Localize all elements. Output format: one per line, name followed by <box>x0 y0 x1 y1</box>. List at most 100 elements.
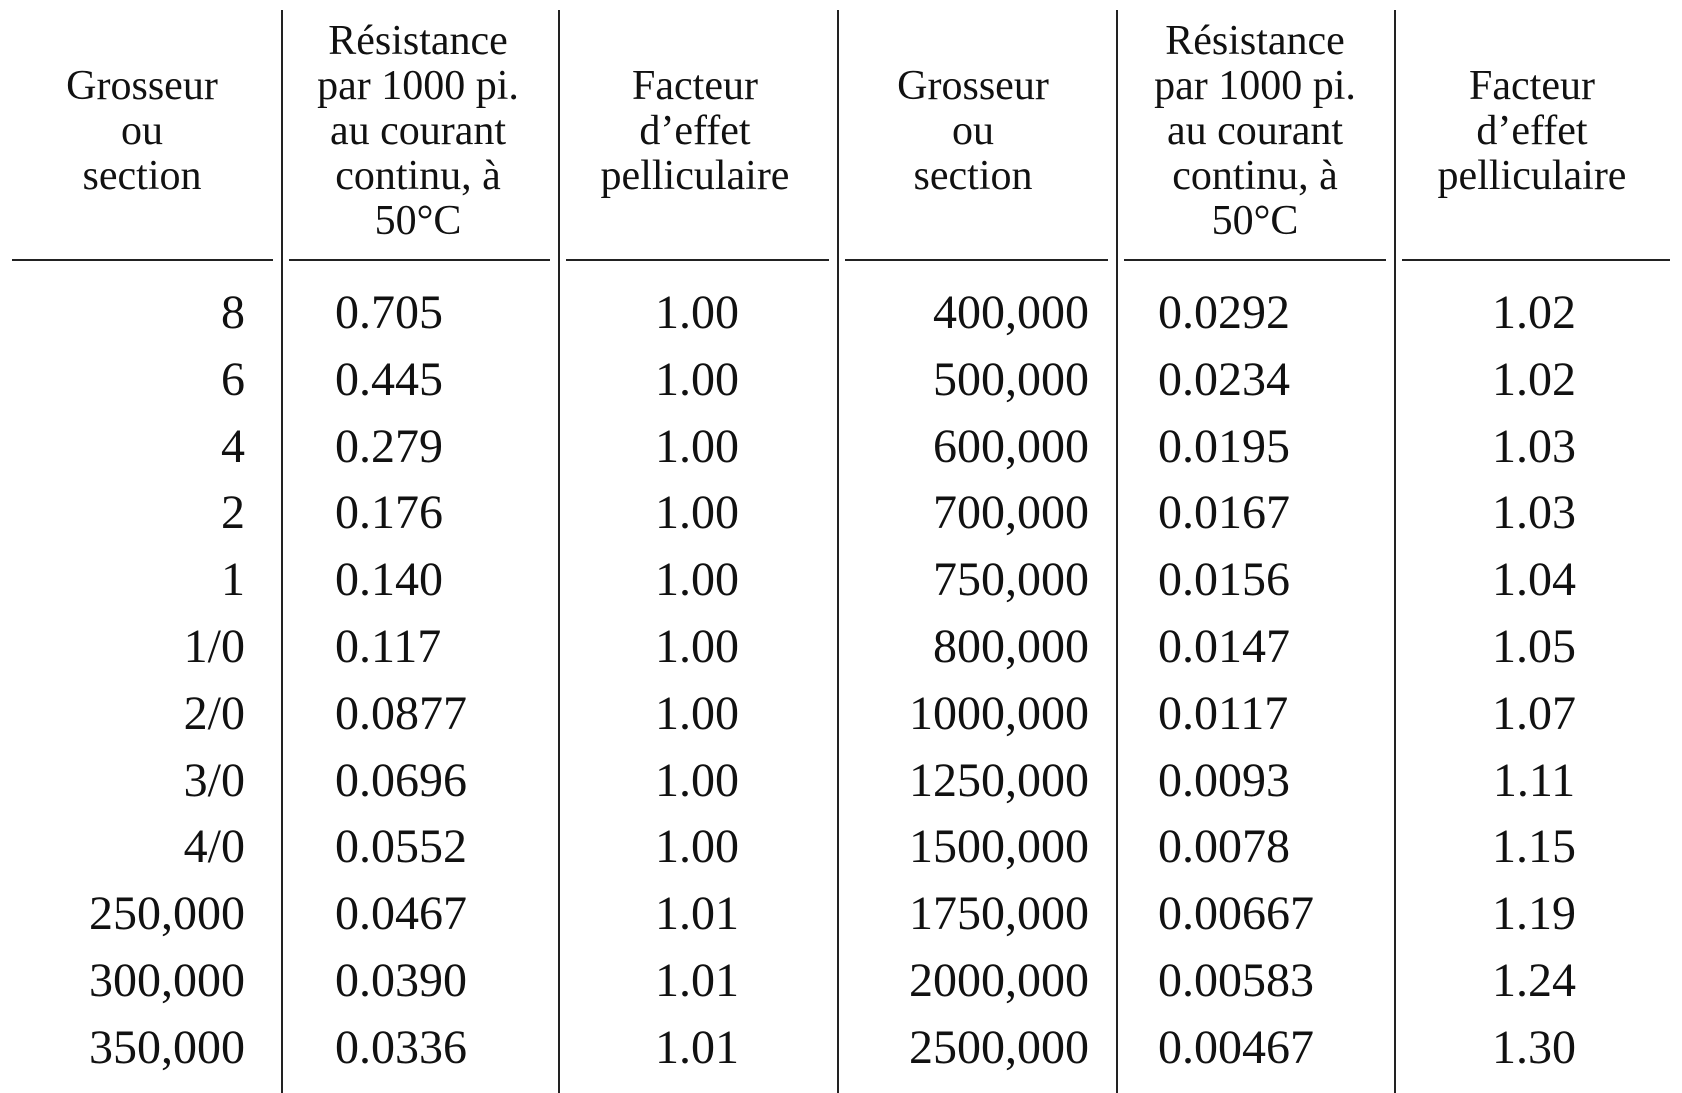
table-cell: 1.00 <box>655 419 739 473</box>
table-cell: 1250,000 <box>909 753 1089 807</box>
table-cell: 0.705 <box>335 286 443 339</box>
table-cell: 1.19 <box>1492 887 1576 941</box>
column-header: au courant <box>1166 108 1344 154</box>
column-divider <box>1394 10 1396 1093</box>
table-cell: 0.0195 <box>1158 419 1290 473</box>
table-cell: 1.04 <box>1492 553 1576 607</box>
table-cell: 0.176 <box>335 486 443 540</box>
table-cell: 300,000 <box>89 954 245 1007</box>
table-cell: 0.0292 <box>1158 286 1290 339</box>
table-cell: 1.00 <box>655 753 739 807</box>
header-underline <box>845 259 1108 261</box>
table-cell: 4 <box>221 419 245 473</box>
table-cell: 1.00 <box>655 286 739 339</box>
table-cell: 0.0696 <box>335 753 467 807</box>
table-cell: 1.05 <box>1492 620 1576 673</box>
table-cell: 1/0 <box>183 620 245 673</box>
table-cell: 0.0234 <box>1158 352 1290 406</box>
table-cell: 1500,000 <box>909 820 1089 874</box>
table-cell: 0.140 <box>335 553 443 607</box>
header-underline <box>1124 259 1386 261</box>
table-cell: 0.0390 <box>335 954 467 1007</box>
column-header: Résistance <box>1165 18 1345 64</box>
table-cell: 8 <box>221 286 245 339</box>
table-cell: 1.00 <box>655 686 739 740</box>
table-cell: 2000,000 <box>909 954 1089 1007</box>
column-header: Facteur <box>1469 63 1595 109</box>
table-cell: 2 <box>221 486 245 540</box>
table-cell: 1.00 <box>655 553 739 607</box>
column-divider <box>558 10 560 1093</box>
header-underline <box>566 259 829 261</box>
table-cell: 1.00 <box>655 352 739 406</box>
table-cell: 0.117 <box>335 620 442 673</box>
column-header: 50°C <box>374 198 462 244</box>
column-header: pelliculaire <box>1437 153 1627 199</box>
column-header: Grosseur <box>66 63 218 109</box>
column-header: continu, à <box>1172 153 1338 199</box>
column-header: par 1000 pi. <box>317 63 519 109</box>
column-header: d’effet <box>639 108 751 154</box>
table-cell: 6 <box>221 352 245 406</box>
table-cell: 1.24 <box>1492 954 1576 1007</box>
column-header: d’effet <box>1476 108 1588 154</box>
header-underline <box>1402 259 1670 261</box>
table-cell: 0.0078 <box>1158 820 1290 874</box>
column-header: Facteur <box>632 63 758 109</box>
column-divider <box>281 10 283 1093</box>
table-cell: 250,000 <box>89 887 245 941</box>
table-cell: 1.00 <box>655 820 739 874</box>
table-cell: 0.0147 <box>1158 620 1290 673</box>
table-cell: 1000,000 <box>909 686 1089 740</box>
column-header: Résistance <box>328 18 508 64</box>
table-cell: 0.0117 <box>1158 686 1289 740</box>
column-divider <box>837 10 839 1093</box>
table-cell: 0.0093 <box>1158 753 1290 807</box>
table-cell: 0.0167 <box>1158 486 1290 540</box>
column-header: 50°C <box>1211 198 1299 244</box>
column-header: Grosseur <box>897 63 1049 109</box>
table-cell: 0.0552 <box>335 820 467 874</box>
table-cell: 0.0336 <box>335 1020 467 1074</box>
table-cell: 1.03 <box>1492 486 1576 540</box>
column-header: pelliculaire <box>600 153 790 199</box>
column-header: continu, à <box>335 153 501 199</box>
table-cell: 600,000 <box>933 419 1089 473</box>
table-cell: 1.00 <box>655 620 739 673</box>
table-cell: 0.00667 <box>1158 887 1314 941</box>
column-header: par 1000 pi. <box>1154 63 1356 109</box>
table-cell: 3/0 <box>183 753 245 807</box>
table-cell: 1.03 <box>1492 419 1576 473</box>
table-cell: 1 <box>221 553 245 607</box>
table-cell: 0.0156 <box>1158 553 1290 607</box>
table-cell: 1.07 <box>1492 686 1576 740</box>
table-cell: 0.00467 <box>1158 1020 1314 1074</box>
table-cell: 1.02 <box>1492 286 1576 339</box>
table-cell: 400,000 <box>933 286 1089 339</box>
table-cell: 0.00583 <box>1158 954 1314 1007</box>
table-cell: 500,000 <box>933 352 1089 406</box>
table-cell: 1.11 <box>1492 753 1576 807</box>
table-cell: 700,000 <box>933 486 1089 540</box>
header-underline <box>12 259 273 261</box>
column-header: ou <box>121 108 163 154</box>
column-header: ou <box>952 108 994 154</box>
table-cell: 1.01 <box>655 887 739 941</box>
table-cell: 2/0 <box>183 686 245 740</box>
table-cell: 750,000 <box>933 553 1089 607</box>
table-cell: 0.0467 <box>335 887 467 941</box>
table-cell: 1.00 <box>655 486 739 540</box>
table-cell: 350,000 <box>89 1020 245 1074</box>
column-divider <box>1116 10 1118 1093</box>
table-cell: 0.279 <box>335 419 443 473</box>
column-header: section <box>82 153 202 199</box>
table-cell: 1.30 <box>1492 1020 1576 1074</box>
header-underline <box>289 259 550 261</box>
column-header: section <box>913 153 1033 199</box>
table-cell: 4/0 <box>183 820 245 874</box>
table-cell: 2500,000 <box>909 1020 1089 1074</box>
table-cell: 1750,000 <box>909 887 1089 941</box>
table-cell: 1.01 <box>655 1020 739 1074</box>
table-cell: 1.15 <box>1492 820 1576 874</box>
